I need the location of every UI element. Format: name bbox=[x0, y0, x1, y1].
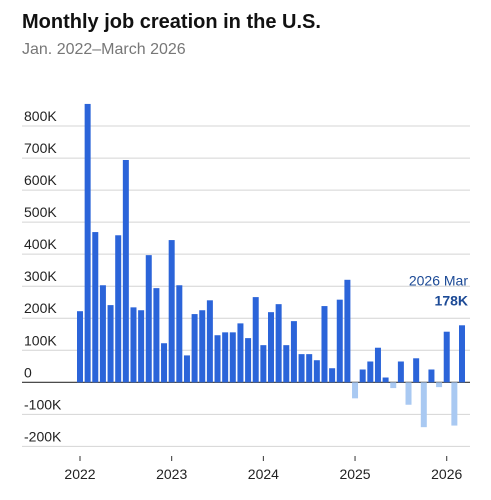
bar bbox=[329, 368, 336, 383]
bar bbox=[390, 382, 397, 389]
bar bbox=[298, 354, 305, 383]
bar bbox=[115, 235, 122, 383]
bar bbox=[92, 232, 99, 383]
bar bbox=[336, 299, 343, 383]
bar bbox=[451, 382, 458, 426]
y-tick-label: 300K bbox=[24, 268, 57, 284]
y-tick-label: 200K bbox=[24, 300, 57, 316]
bar bbox=[107, 305, 114, 383]
bar bbox=[245, 338, 252, 383]
x-tick-label: 2023 bbox=[156, 466, 187, 482]
bar bbox=[138, 310, 145, 383]
bar bbox=[206, 300, 213, 383]
x-tick-label: 2026 bbox=[431, 466, 462, 482]
bar bbox=[367, 361, 374, 383]
bar bbox=[168, 240, 175, 383]
bar bbox=[283, 345, 290, 383]
bar bbox=[145, 255, 152, 383]
bar bbox=[77, 311, 83, 383]
bar bbox=[405, 382, 412, 405]
bar bbox=[344, 279, 351, 383]
bar bbox=[397, 361, 404, 383]
bar bbox=[84, 103, 91, 383]
bar bbox=[374, 347, 381, 383]
bar bbox=[183, 355, 190, 383]
y-tick-label: 0 bbox=[24, 364, 32, 380]
bar bbox=[306, 354, 313, 383]
bar bbox=[237, 323, 244, 383]
bar bbox=[122, 159, 129, 383]
bar bbox=[428, 369, 435, 383]
annotation: 2026 Mar bbox=[409, 272, 468, 288]
y-tick-label: 700K bbox=[24, 140, 57, 156]
bar bbox=[413, 358, 420, 383]
bar bbox=[260, 345, 267, 383]
bar bbox=[176, 285, 183, 383]
bar bbox=[229, 332, 236, 383]
bar bbox=[459, 325, 465, 383]
bar bbox=[199, 310, 206, 383]
bar bbox=[420, 382, 427, 428]
chart-subtitle: Jan. 2022–March 2026 bbox=[22, 41, 186, 58]
bar bbox=[161, 343, 168, 383]
y-tick-label: 600K bbox=[24, 172, 57, 188]
y-tick-label: 800K bbox=[24, 108, 57, 124]
x-tick-label: 2025 bbox=[339, 466, 370, 482]
y-tick-label: 500K bbox=[24, 204, 57, 220]
bar bbox=[321, 306, 328, 383]
bar bbox=[382, 377, 389, 383]
bar bbox=[252, 297, 259, 383]
x-tick-label: 2024 bbox=[248, 466, 279, 482]
bar bbox=[191, 314, 198, 383]
y-tick-label: 400K bbox=[24, 236, 57, 252]
chart-title: Monthly job creation in the U.S. bbox=[22, 11, 321, 33]
bar bbox=[436, 382, 443, 388]
bar bbox=[130, 307, 137, 383]
bar bbox=[268, 312, 274, 383]
bar bbox=[214, 335, 221, 383]
bar bbox=[99, 285, 106, 383]
bar bbox=[443, 331, 450, 383]
bar bbox=[313, 360, 320, 383]
bar bbox=[352, 382, 359, 399]
bar bbox=[222, 332, 229, 383]
bar bbox=[153, 288, 160, 383]
x-tick-label: 2022 bbox=[64, 466, 95, 482]
bar bbox=[290, 321, 297, 383]
value-label: 178K bbox=[435, 292, 468, 308]
y-tick-label: -100K bbox=[24, 396, 62, 412]
bar bbox=[275, 304, 282, 383]
bar bbox=[359, 369, 366, 383]
y-tick-label: -200K bbox=[24, 428, 62, 444]
y-tick-label: 100K bbox=[24, 332, 57, 348]
